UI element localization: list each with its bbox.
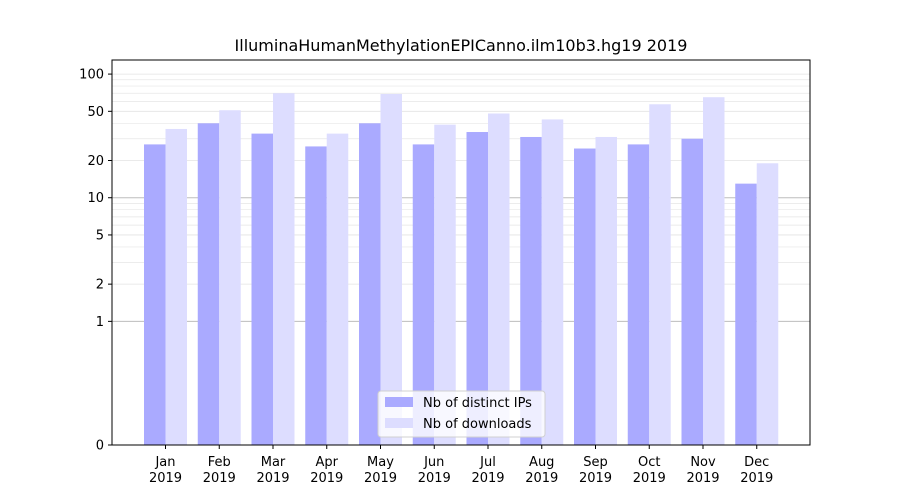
x-tick-label: 2019	[740, 471, 773, 486]
legend-box	[377, 390, 546, 438]
bar-downloads	[219, 110, 241, 445]
x-tick-label: Jul	[479, 455, 496, 470]
x-tick-label: Sep	[583, 455, 608, 470]
bar-downloads	[595, 136, 617, 445]
bar-downloads	[703, 97, 725, 446]
legend-swatch	[385, 418, 413, 428]
y-tick-label: 5	[96, 228, 104, 243]
x-tick-label: 2019	[364, 471, 397, 486]
y-tick-label: 0	[96, 439, 104, 454]
x-tick-label: 2019	[203, 471, 236, 486]
bar-downloads	[488, 113, 510, 446]
bar-downloads	[649, 104, 671, 445]
bar-downloads	[326, 133, 349, 445]
bar-distinct-ips	[574, 148, 596, 445]
x-tick-label: Nov	[690, 455, 716, 470]
x-tick-label: 2019	[471, 471, 504, 486]
x-tick-label: Apr	[316, 455, 339, 470]
x-tick-label: 2019	[686, 471, 719, 486]
bar-downloads	[380, 94, 402, 445]
bar-distinct-ips	[144, 144, 166, 445]
bar-distinct-ips	[520, 136, 542, 445]
x-tick-label: May	[367, 455, 394, 470]
x-tick-label: Jun	[423, 455, 444, 470]
x-tick-label: 2019	[310, 471, 343, 486]
y-tick-label: 1	[96, 315, 104, 330]
bar-distinct-ips	[627, 144, 650, 445]
bar-distinct-ips	[305, 146, 327, 445]
bar-downloads	[165, 128, 187, 445]
legend-label: Nb of distinct IPs	[423, 396, 532, 411]
bar-distinct-ips	[466, 132, 488, 446]
y-tick-label: 2	[96, 278, 104, 293]
y-tick-label: 20	[87, 154, 104, 169]
bar-distinct-ips	[735, 183, 757, 445]
x-axis: Jan2019Feb2019Mar2019Apr2019May2019Jun20…	[149, 445, 773, 486]
bar-distinct-ips	[412, 144, 435, 445]
x-tick-label: 2019	[149, 471, 182, 486]
x-tick-label: Jan	[154, 455, 175, 470]
bar-distinct-ips	[681, 138, 703, 446]
x-tick-label: Oct	[638, 455, 660, 470]
x-tick-label: Feb	[208, 455, 231, 470]
legend-label: Nb of downloads	[423, 417, 532, 432]
plot-frame	[111, 59, 811, 446]
y-tick-label: 10	[87, 191, 104, 206]
bar-downloads	[434, 124, 456, 445]
bars	[144, 93, 779, 446]
legend: Nb of distinct IPs Nb of downloads	[377, 390, 546, 438]
bar-distinct-ips	[359, 123, 381, 445]
bar-downloads	[541, 119, 564, 445]
x-tick-label: 2019	[525, 471, 558, 486]
bar-downloads	[756, 163, 779, 445]
bar-distinct-ips	[251, 133, 273, 445]
x-tick-label: 2019	[418, 471, 451, 486]
legend-swatch	[385, 397, 413, 407]
x-tick-label: 2019	[633, 471, 666, 486]
chart-title: IlluminaHumanMethylationEPICanno.ilm10b3…	[235, 36, 688, 55]
x-tick-label: Aug	[529, 455, 554, 470]
x-tick-label: 2019	[256, 471, 289, 486]
x-tick-label: Dec	[744, 455, 769, 470]
x-tick-label: Mar	[261, 455, 286, 470]
bar-downloads	[273, 93, 295, 445]
x-tick-label: 2019	[579, 471, 612, 486]
bar-distinct-ips	[197, 123, 220, 445]
y-tick-label: 100	[79, 68, 104, 83]
y-tick-label: 50	[87, 105, 104, 120]
y-axis: 0 1 2 5 10 20 50 100	[79, 68, 112, 454]
